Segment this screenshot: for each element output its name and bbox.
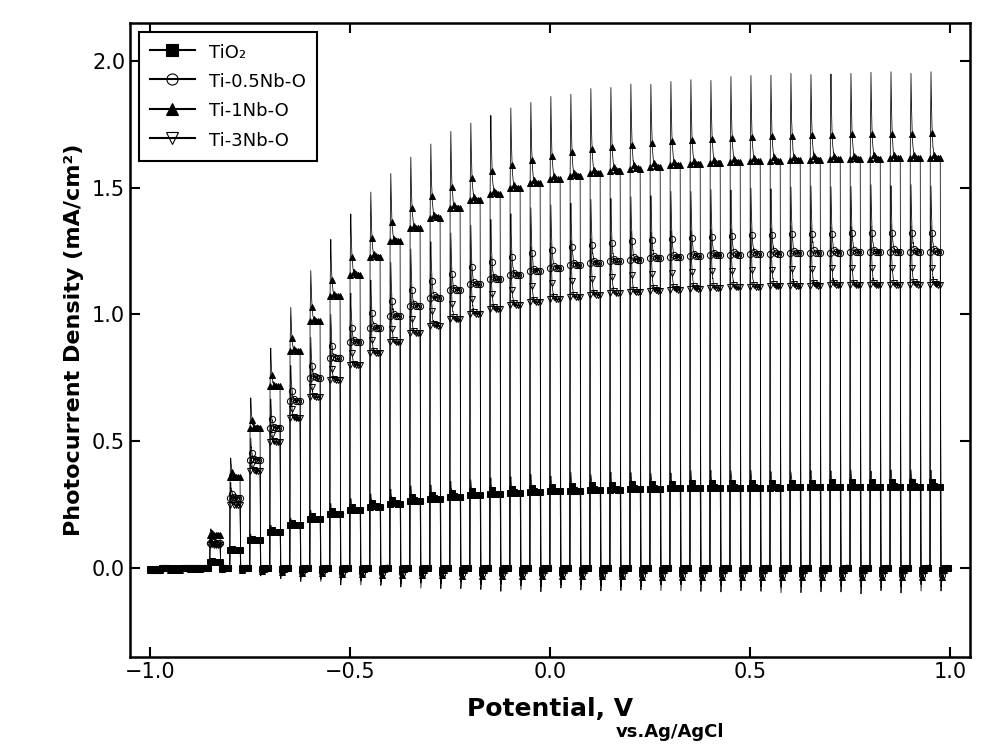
Text: vs.Ag/AgCl: vs.Ag/AgCl: [616, 723, 724, 741]
Legend: TiO₂, Ti-0.5Nb-O, Ti-1Nb-O, Ti-3Nb-O: TiO₂, Ti-0.5Nb-O, Ti-1Nb-O, Ti-3Nb-O: [139, 32, 317, 161]
Y-axis label: Photocurrent Density (mA/cm²): Photocurrent Density (mA/cm²): [64, 143, 84, 536]
Text: Potential, V: Potential, V: [467, 697, 633, 721]
